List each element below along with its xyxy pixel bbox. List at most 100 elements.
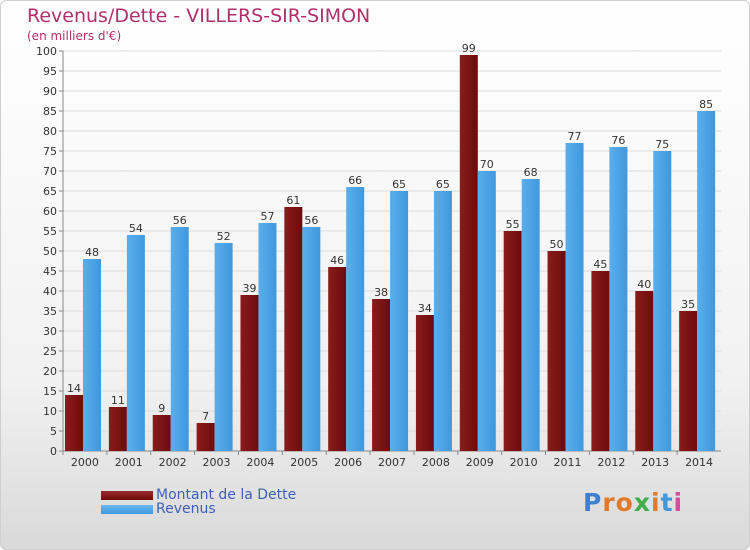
bar-revenus	[346, 187, 365, 451]
y-tick-label: 40	[43, 285, 57, 298]
x-tick-label: 2012	[597, 456, 625, 469]
bar-revenus	[83, 259, 101, 451]
y-tick-label: 30	[43, 325, 57, 338]
data-label-revenus: 68	[524, 166, 538, 179]
bar-revenus	[433, 191, 452, 451]
y-tick-label: 0	[50, 445, 57, 458]
y-tick-label: 100	[36, 45, 57, 58]
data-label-dette: 99	[462, 42, 476, 55]
bar-dette	[503, 231, 522, 451]
y-tick-label: 80	[43, 125, 57, 138]
data-label-dette: 61	[286, 194, 300, 207]
x-tick-label: 2009	[466, 456, 494, 469]
bar-dette	[591, 271, 610, 451]
proxiti-logo: Proxiti	[583, 488, 683, 517]
x-tick-label: 2004	[246, 456, 274, 469]
y-tick-label: 5	[50, 425, 57, 438]
bar-dette	[547, 251, 566, 451]
bar-revenus	[258, 223, 277, 451]
bar-revenus	[302, 227, 321, 451]
data-label-dette: 40	[637, 278, 651, 291]
data-label-dette: 35	[681, 298, 695, 311]
bar-dette	[284, 207, 303, 451]
x-tick-label: 2008	[422, 456, 450, 469]
x-tick-label: 2014	[685, 456, 713, 469]
y-tick-label: 65	[43, 185, 57, 198]
logo-letter: r	[602, 488, 616, 517]
y-tick-label: 25	[43, 345, 57, 358]
bar-revenus	[214, 243, 233, 451]
data-label-revenus: 56	[173, 214, 187, 227]
logo-letter: i	[651, 488, 661, 517]
logo-letter: t	[660, 488, 674, 517]
x-tick-label: 2000	[71, 456, 99, 469]
chart-title: Revenus/Dette - VILLERS-SIR-SIMON	[27, 5, 371, 27]
bar-dette	[108, 407, 127, 451]
bar-revenus	[126, 235, 145, 451]
legend-swatch-revenus	[101, 505, 153, 514]
x-tick-label: 2005	[290, 456, 318, 469]
data-label-dette: 55	[506, 218, 520, 231]
data-label-revenus: 65	[392, 178, 406, 191]
bar-dette	[459, 55, 478, 451]
data-label-dette: 34	[418, 302, 432, 315]
bar-dette	[679, 311, 698, 451]
logo-letter: o	[615, 488, 634, 517]
data-label-dette: 46	[330, 254, 344, 267]
bar-revenus	[653, 151, 672, 451]
bar-dette	[328, 267, 347, 451]
bar-revenus	[477, 171, 496, 451]
bar-revenus	[170, 227, 189, 451]
legend-label-dette: Montant de la Dette	[156, 487, 297, 503]
y-tick-label: 45	[43, 265, 57, 278]
data-label-revenus: 70	[480, 158, 494, 171]
bar-dette	[372, 299, 391, 451]
x-tick-label: 2001	[115, 456, 143, 469]
data-label-revenus: 52	[217, 230, 231, 243]
data-label-revenus: 56	[304, 214, 318, 227]
chart-subtitle: (en milliers d'€)	[27, 29, 122, 43]
y-tick-label: 70	[43, 165, 57, 178]
bar-dette	[635, 291, 654, 451]
data-label-revenus: 77	[568, 130, 582, 143]
y-tick-label: 60	[43, 205, 57, 218]
data-label-revenus: 76	[611, 134, 625, 147]
y-tick-label: 75	[43, 145, 57, 158]
bar-revenus	[565, 143, 584, 451]
data-label-dette: 7	[202, 410, 209, 423]
data-label-revenus: 85	[699, 98, 713, 111]
data-label-revenus: 54	[129, 222, 143, 235]
bar-dette	[152, 415, 171, 451]
data-label-dette: 45	[593, 258, 607, 271]
bar-revenus	[697, 111, 716, 451]
x-tick-label: 2002	[159, 456, 187, 469]
bar-revenus	[390, 191, 409, 451]
y-tick-label: 35	[43, 305, 57, 318]
data-label-dette: 38	[374, 286, 388, 299]
data-label-revenus: 75	[655, 138, 669, 151]
x-tick-label: 2003	[203, 456, 231, 469]
bar-dette	[196, 423, 215, 451]
data-label-revenus: 48	[85, 246, 99, 259]
bar-dette	[415, 315, 434, 451]
y-tick-label: 50	[43, 245, 57, 258]
x-tick-label: 2006	[334, 456, 362, 469]
data-label-dette: 50	[550, 238, 564, 251]
bar-revenus	[609, 147, 628, 451]
x-tick-label: 2010	[510, 456, 538, 469]
data-label-revenus: 66	[348, 174, 362, 187]
bar-dette	[65, 395, 83, 451]
data-label-dette: 39	[242, 282, 256, 295]
y-tick-label: 10	[43, 405, 57, 418]
data-label-dette: 11	[111, 394, 125, 407]
y-tick-label: 95	[43, 65, 57, 78]
y-tick-label: 90	[43, 85, 57, 98]
y-tick-label: 20	[43, 365, 57, 378]
data-label-dette: 9	[158, 402, 165, 415]
x-tick-label: 2011	[553, 456, 581, 469]
bar-revenus	[521, 179, 540, 451]
bar-dette	[240, 295, 259, 451]
y-tick-label: 15	[43, 385, 57, 398]
legend-swatch-dette	[101, 491, 153, 500]
